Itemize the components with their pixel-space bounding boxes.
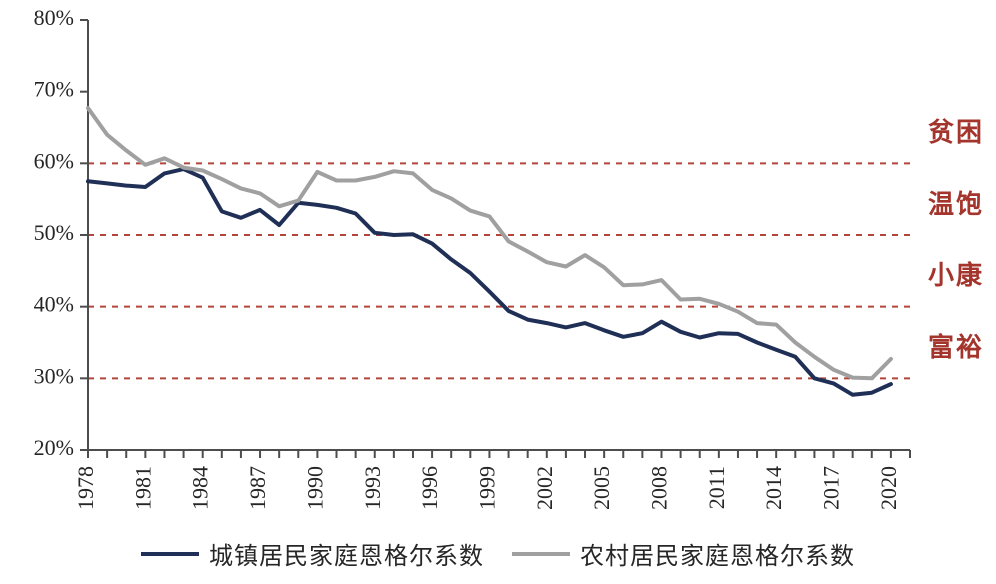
x-tick-label: 1987 (245, 466, 270, 510)
x-tick-label: 1993 (360, 466, 385, 510)
x-tick-label: 1981 (130, 466, 155, 510)
y-tick-label: 30% (34, 363, 74, 388)
x-tick-label: 2002 (532, 466, 557, 510)
legend-swatch (141, 552, 199, 556)
y-tick-label: 70% (34, 77, 74, 102)
x-tick-label: 1990 (302, 466, 327, 510)
x-tick-label: 2017 (819, 466, 844, 510)
x-tick-label: 1996 (417, 466, 442, 510)
y-tick-label: 20% (34, 435, 74, 460)
x-tick-label: 2011 (704, 466, 729, 509)
band-label: 小康 (928, 255, 984, 292)
x-tick-label: 1978 (73, 466, 98, 510)
y-tick-label: 50% (34, 220, 74, 245)
legend-label: 城镇居民家庭恩格尔系数 (209, 536, 484, 571)
x-tick-label: 1984 (188, 466, 213, 510)
band-label: 温饱 (928, 184, 984, 221)
band-label: 贫困 (928, 112, 984, 149)
x-tick-label: 2005 (589, 466, 614, 510)
legend-swatch (512, 552, 570, 556)
y-tick-label: 40% (34, 292, 74, 317)
y-tick-label: 80% (34, 5, 74, 30)
band-label: 富裕 (928, 327, 984, 364)
x-tick-label: 2014 (761, 466, 786, 510)
chart-canvas: 20% 30% 40% 50% 60% 70% 80% 1978 1981 1984 1987 199… (0, 0, 996, 584)
legend-item: 城镇居民家庭恩格尔系数 (141, 536, 484, 571)
x-tick-label: 1999 (474, 466, 499, 510)
x-tick-label: 2020 (876, 466, 901, 510)
legend-label: 农村居民家庭恩格尔系数 (580, 536, 855, 571)
legend-item: 农村居民家庭恩格尔系数 (512, 536, 855, 571)
x-tick-label: 2008 (647, 466, 672, 510)
engel-coefficient-chart: 20% 30% 40% 50% 60% 70% 80% 1978 1981 1984 1987 199… (0, 0, 996, 584)
y-tick-label: 60% (34, 148, 74, 173)
legend: 城镇居民家庭恩格尔系数 农村居民家庭恩格尔系数 (0, 536, 996, 571)
